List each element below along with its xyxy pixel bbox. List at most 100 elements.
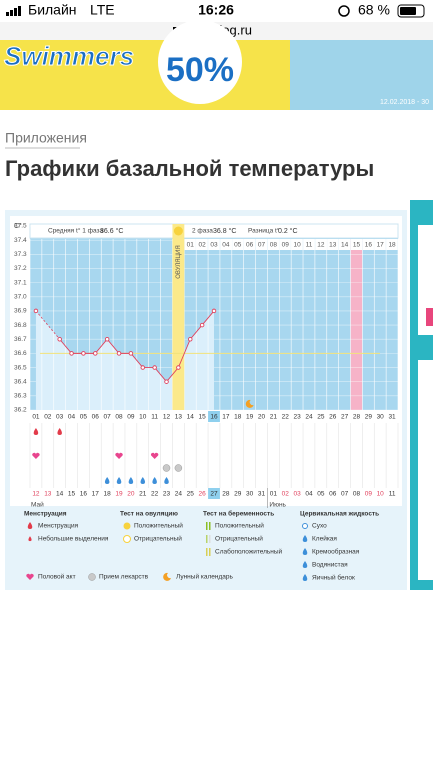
phase2-day-cell (267, 239, 279, 250)
breadcrumb[interactable]: Приложения (5, 130, 87, 146)
side-card (418, 225, 433, 335)
drop-icon (140, 477, 146, 484)
phase2-day-cell (386, 239, 398, 250)
drop-icon (164, 477, 169, 484)
date-label: 13 (44, 491, 52, 498)
today-cell (208, 411, 220, 422)
heart-icon (150, 452, 159, 459)
marked-day (350, 239, 363, 410)
legend-icon (123, 522, 131, 530)
legend-item: Водянистая (312, 562, 348, 569)
diff-value: 0.2 °C (278, 227, 298, 235)
phase2-day-cell (362, 239, 374, 250)
legend-item: Положительный (215, 522, 264, 530)
legend-item: Отрицательный (215, 535, 263, 543)
phase2-day-cell (327, 239, 339, 250)
legend-icon (206, 535, 208, 543)
temperature-point (69, 351, 74, 356)
page-title: Графики базальной температуры (5, 156, 374, 181)
banner-date: 12.02.2018 - 30 (380, 99, 429, 106)
phase2-day: 18 (388, 242, 396, 249)
x-tick-label: 31 (388, 414, 396, 421)
legend-title: Тест на овуляцию (120, 511, 178, 518)
phase2-day: 05 (234, 242, 242, 249)
y-tick-label: 37.2 (14, 265, 27, 272)
date-label: 06 (329, 491, 337, 498)
y-tick-label: 36.5 (14, 364, 27, 371)
date-label: 26 (199, 491, 207, 498)
legend-item: Прием лекарств (99, 574, 149, 581)
banner-discount: 50% (166, 51, 234, 89)
temperature-point (128, 351, 134, 356)
phase2-day: 13 (329, 242, 337, 249)
drop-icon (152, 477, 157, 484)
legend-item: Отрицательный (134, 535, 182, 543)
legend-item: Слабоположительный (215, 548, 283, 556)
temperature-point (140, 365, 146, 370)
y-tick-label: 36.7 (14, 336, 27, 343)
x-tick-label: 28 (353, 414, 361, 421)
legend-title: Цервикальная жидкость (300, 511, 379, 518)
date-label: 22 (151, 491, 159, 498)
date-label: 19 (115, 491, 123, 498)
date-label: 10 (377, 491, 385, 498)
phase2-day-cell (279, 239, 291, 250)
temperature-point (81, 351, 86, 356)
side-button[interactable] (426, 308, 433, 326)
phase2-day: 17 (377, 242, 385, 249)
phase2-day: 12 (317, 242, 325, 249)
x-tick-label: 05 (80, 414, 88, 421)
banner-photo (290, 40, 433, 110)
month-label: Июнь (269, 502, 286, 509)
x-tick-label: 25 (317, 414, 325, 421)
date-label: 24 (175, 491, 183, 498)
y-tick-label: 36.3 (14, 393, 27, 400)
date-label: 31 (258, 491, 266, 498)
date-label: 03 (293, 491, 301, 498)
drop-icon (302, 535, 308, 542)
legend-item: Клейкая (312, 535, 337, 543)
temperature-point (93, 351, 98, 356)
x-tick-label: 01 (32, 414, 40, 421)
date-label: 28 (222, 491, 230, 498)
phase2-day-cell (303, 239, 315, 250)
date-label: 04 (305, 491, 313, 498)
drop-icon (27, 522, 33, 529)
x-tick-label: 21 (270, 414, 278, 421)
date-label: 30 (246, 491, 254, 498)
x-tick-label: 26 (329, 414, 337, 421)
drop-icon (57, 428, 62, 435)
drop-icon (302, 574, 308, 581)
x-tick-label: 29 (365, 414, 373, 421)
temperature-point (152, 365, 157, 370)
y-tick-label: 36.2 (14, 407, 27, 414)
date-label: 16 (80, 491, 88, 498)
y-tick-label: 36.4 (14, 378, 27, 385)
phase1-label: Средняя t° 1 фаза (48, 227, 104, 235)
x-tick-label: 20 (258, 414, 266, 421)
legend-item: Менструация (38, 523, 79, 530)
x-tick-label: 06 (92, 414, 100, 421)
y-tick-label: 37.4 (14, 237, 27, 244)
x-tick-label: 10 (139, 414, 147, 421)
legend-item: Кремообразная (312, 548, 360, 556)
phase2-day-cell (255, 239, 268, 250)
x-tick-label: 15 (199, 414, 207, 421)
date-label: 02 (282, 491, 290, 498)
phase2-day: 16 (365, 242, 373, 249)
legend-item: Небольшие выделения (38, 535, 109, 543)
x-tick-label: 23 (293, 414, 301, 421)
temperature-point (164, 379, 169, 384)
banner-circle (158, 20, 242, 104)
date-label: 20 (127, 491, 135, 498)
legend-icon (209, 535, 211, 543)
x-tick-label: 04 (68, 414, 76, 421)
x-tick-label: 19 (246, 414, 254, 421)
heart-icon (115, 452, 123, 459)
x-tick-label: 13 (175, 414, 183, 421)
y-tick-label: 37.1 (14, 279, 27, 286)
date-label: 29 (234, 491, 242, 498)
banner[interactable]: Swimmers 50% 12.02.2018 - 30 (0, 20, 433, 110)
temperature-point (57, 336, 62, 342)
